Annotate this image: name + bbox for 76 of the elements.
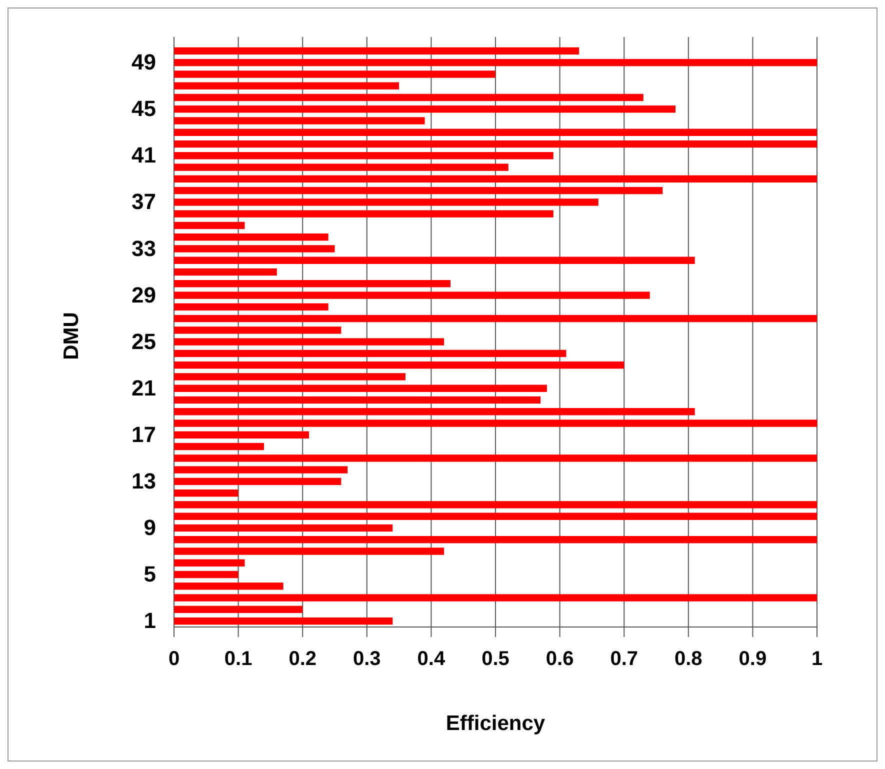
bar bbox=[174, 606, 303, 614]
y-tick-label: 45 bbox=[132, 96, 156, 122]
y-tick-label: 5 bbox=[144, 562, 156, 587]
x-tick-label: 0.5 bbox=[482, 648, 510, 670]
bar bbox=[174, 478, 342, 486]
y-tick-label: 13 bbox=[132, 468, 156, 494]
bar bbox=[174, 128, 817, 136]
bar bbox=[174, 140, 817, 148]
bar bbox=[174, 442, 264, 450]
y-tick-label: 41 bbox=[132, 142, 156, 168]
bar bbox=[174, 268, 277, 276]
bar bbox=[174, 256, 695, 264]
bar bbox=[174, 175, 817, 183]
bar bbox=[174, 408, 695, 416]
bar bbox=[174, 524, 393, 532]
bar bbox=[174, 594, 817, 602]
bar bbox=[174, 303, 328, 311]
x-tick-label: 0.3 bbox=[352, 648, 381, 670]
bar bbox=[174, 396, 541, 404]
x-tick-label: 0.6 bbox=[546, 648, 574, 670]
y-tick-label: 37 bbox=[132, 189, 156, 214]
x-tick-label: 0.4 bbox=[417, 648, 446, 670]
bar bbox=[174, 548, 444, 555]
bar bbox=[174, 280, 450, 288]
y-tick-label: 17 bbox=[132, 422, 156, 447]
bar bbox=[174, 210, 554, 218]
bar bbox=[174, 164, 508, 171]
y-tick-label: 25 bbox=[132, 328, 156, 354]
bar bbox=[174, 70, 496, 78]
y-axis-title: DMU bbox=[60, 312, 83, 360]
bar bbox=[174, 536, 817, 544]
bar bbox=[174, 186, 663, 194]
x-tick-label: 1 bbox=[811, 648, 823, 670]
bar bbox=[174, 466, 348, 474]
bar bbox=[174, 106, 676, 113]
y-tick-label: 49 bbox=[132, 50, 156, 75]
bar bbox=[174, 245, 335, 252]
bar bbox=[174, 338, 444, 346]
y-tick-label: 1 bbox=[144, 608, 156, 634]
bar bbox=[174, 350, 566, 358]
bar bbox=[174, 373, 406, 380]
bar bbox=[174, 384, 547, 392]
bar bbox=[174, 152, 554, 160]
bar bbox=[174, 326, 342, 334]
bar bbox=[174, 47, 580, 55]
bar bbox=[174, 570, 238, 578]
y-tick-label: 29 bbox=[132, 282, 156, 308]
bar bbox=[174, 501, 817, 508]
x-axis-title: Efficiency bbox=[446, 712, 546, 735]
bar bbox=[174, 82, 400, 90]
bar bbox=[174, 314, 817, 322]
bar bbox=[174, 233, 328, 241]
y-tick-label: 9 bbox=[144, 515, 156, 540]
bar bbox=[174, 582, 284, 590]
bar bbox=[174, 94, 644, 102]
y-tick-label: 33 bbox=[132, 236, 156, 261]
bar bbox=[174, 292, 650, 299]
bar bbox=[174, 431, 310, 439]
bar bbox=[174, 512, 817, 520]
bar bbox=[174, 559, 245, 566]
bar bbox=[174, 489, 238, 497]
x-tick-label: 0 bbox=[168, 648, 180, 670]
bar bbox=[174, 58, 817, 66]
bar bbox=[174, 117, 425, 124]
y-tick-label: 21 bbox=[132, 375, 156, 400]
x-tick-label: 0.8 bbox=[674, 648, 702, 670]
bar bbox=[174, 222, 245, 230]
bar bbox=[174, 361, 624, 369]
x-tick-label: 0.2 bbox=[288, 648, 317, 670]
x-tick-label: 0.9 bbox=[738, 648, 767, 670]
bar bbox=[174, 454, 817, 462]
x-tick-label: 0.7 bbox=[610, 648, 638, 670]
bar bbox=[174, 420, 817, 427]
x-tick-label: 0.1 bbox=[224, 648, 252, 670]
bar bbox=[174, 617, 393, 625]
bar bbox=[174, 198, 598, 206]
